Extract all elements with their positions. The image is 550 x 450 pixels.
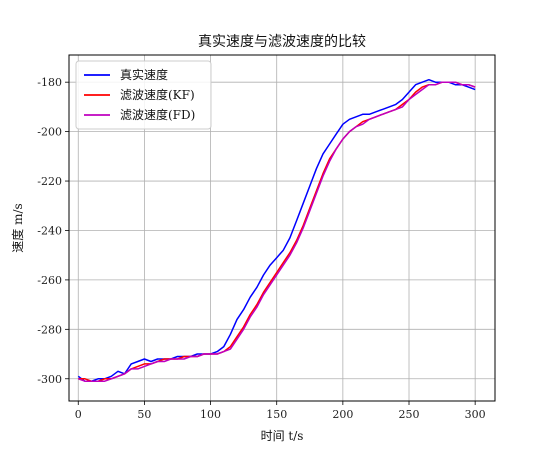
x-axis-label: 时间 t/s [261,429,304,443]
y-axis-label: 速度 m/s [10,203,25,252]
legend-label: 滤波速度(FD) [120,107,195,122]
y-tick-label: -300 [37,373,62,386]
legend-label: 滤波速度(KF) [120,87,195,102]
series-group [77,78,476,382]
x-tick-label: 0 [75,408,82,421]
legend-label: 真实速度 [120,67,168,82]
x-tick-label: 50 [137,408,151,421]
chart-title: 真实速度与滤波速度的比较 [198,34,366,50]
series-line-2 [78,81,476,382]
y-tick-label: -280 [37,323,62,336]
y-tick-label: -180 [37,76,62,89]
series-line-0 [77,78,476,382]
legend-box [75,60,212,130]
y-tick-label: -220 [37,175,62,188]
x-tick-label: 250 [399,408,420,421]
y-tick-label: -200 [37,126,62,139]
x-tick-label: 200 [332,408,353,421]
plot-frame [68,54,496,402]
y-tick-label: -240 [37,224,62,237]
x-tick-label: 100 [200,408,221,421]
y-tick-label: -260 [37,274,62,287]
x-tick-label: 300 [465,408,486,421]
x-tick-label: 150 [266,408,287,421]
axis-ticks: 0 50 100 150 200 250 300 -300 -280 -260 -240 -220 -2… [37,76,485,421]
